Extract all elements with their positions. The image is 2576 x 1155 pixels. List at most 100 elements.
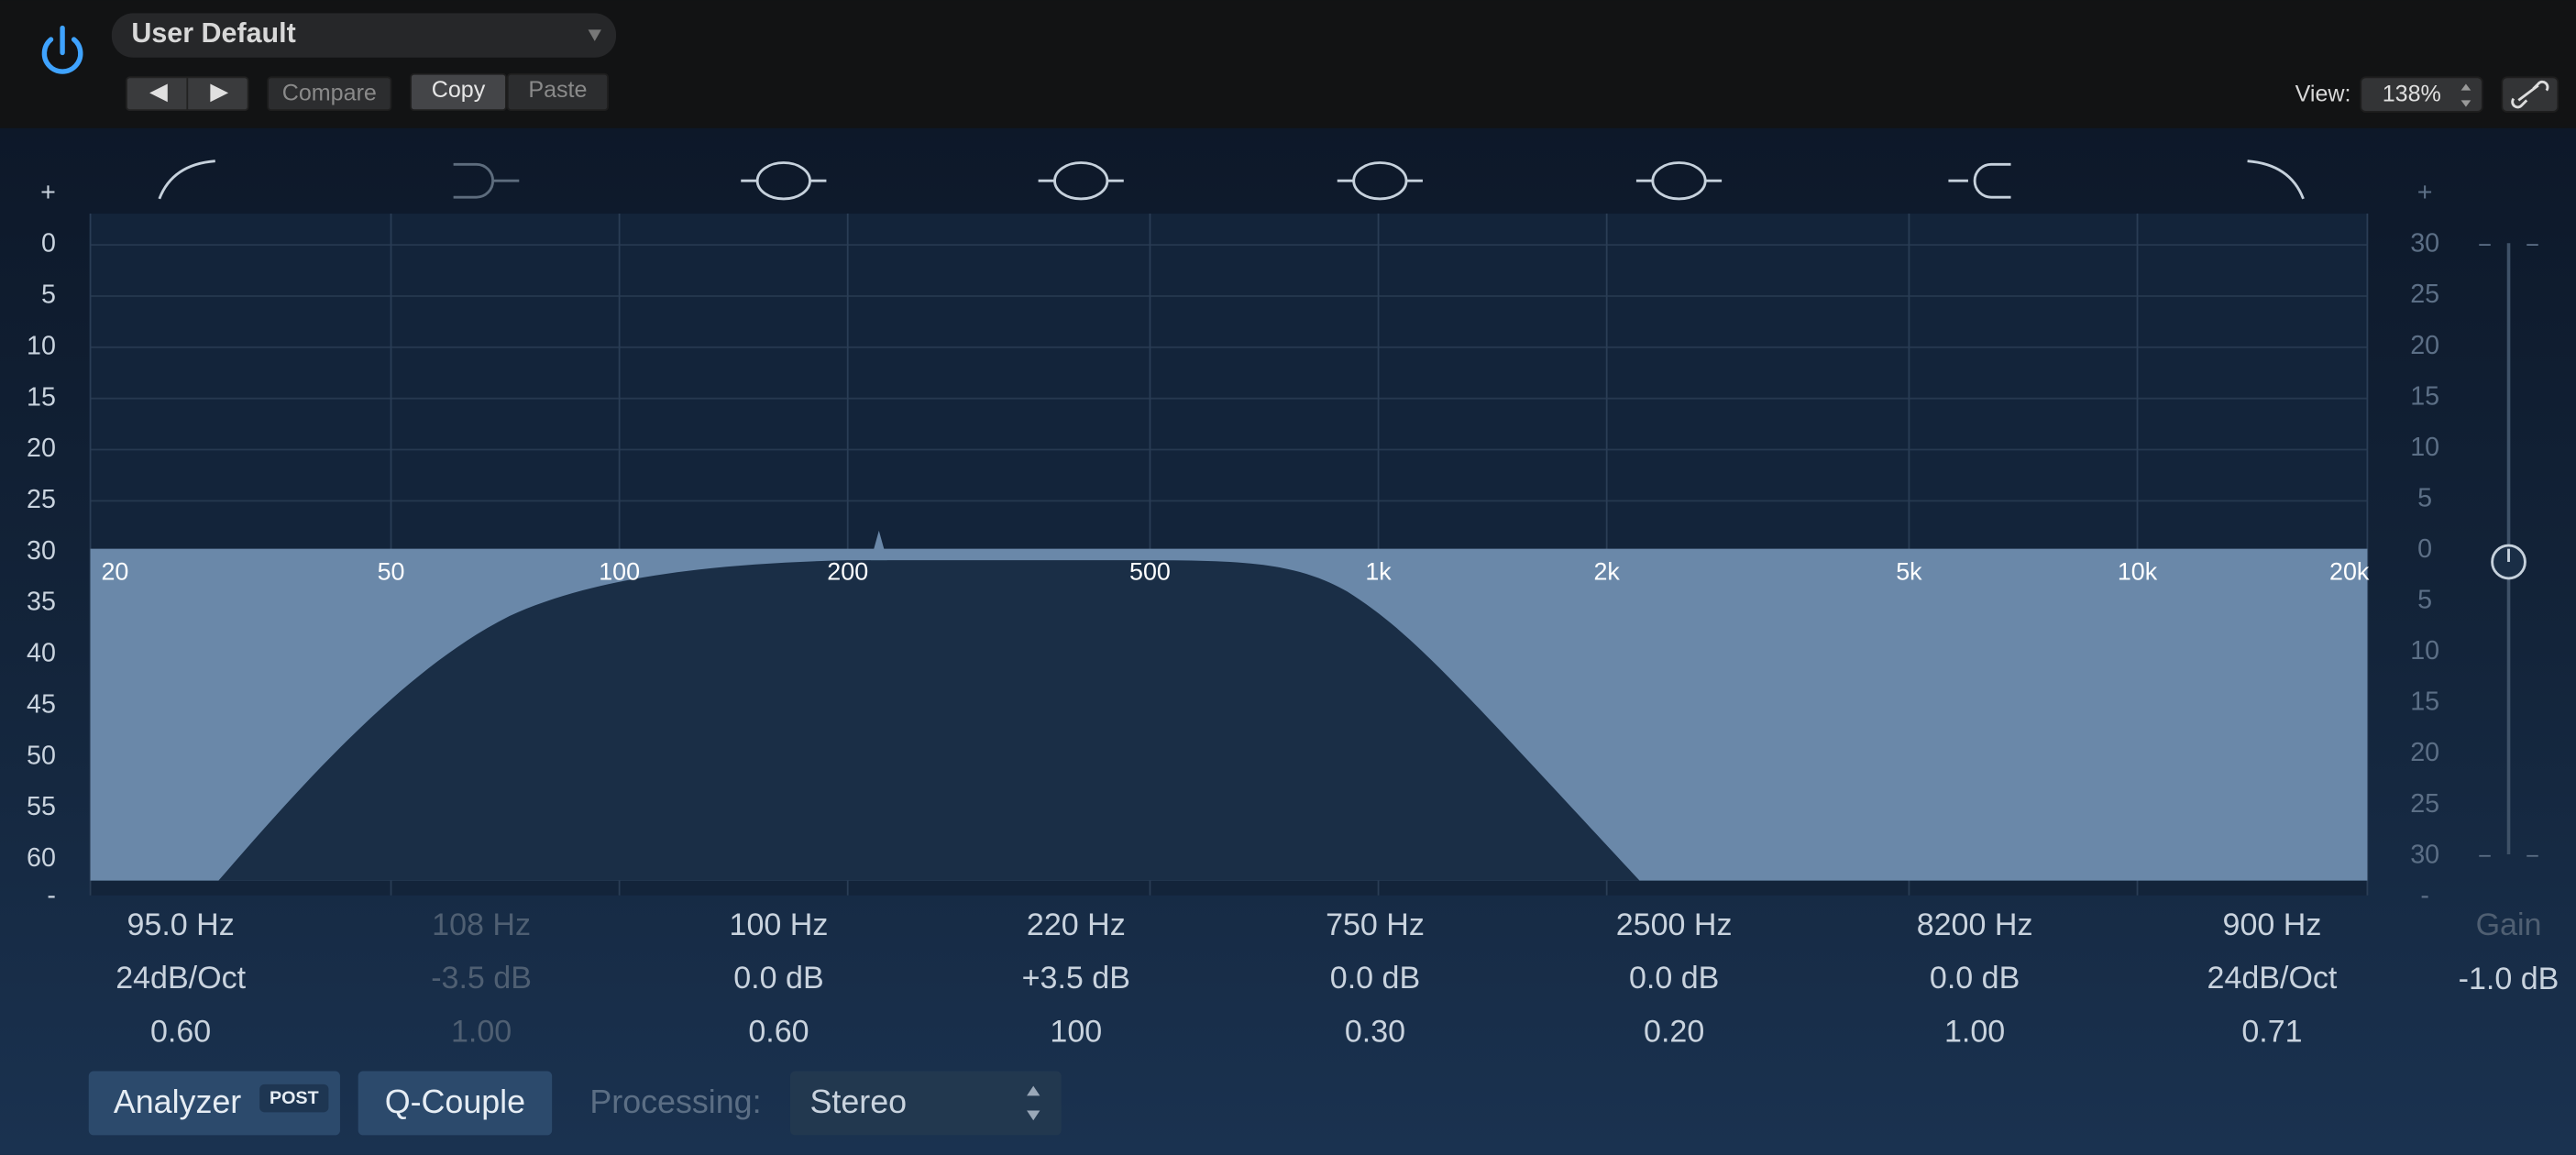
preset-arrow	[588, 29, 601, 41]
right-axis-label: 10	[2410, 636, 2439, 666]
band-gain[interactable]: 0.0 dB	[1629, 961, 1719, 996]
left-axis-label: 55	[27, 792, 56, 821]
right-axis-label: 15	[2410, 688, 2439, 717]
q-couple-button[interactable]	[358, 1071, 553, 1136]
band-q[interactable]: 1.00	[1944, 1014, 2005, 1049]
frequency-label: 2k	[1593, 558, 1620, 586]
processing-menu[interactable]	[789, 1071, 1062, 1136]
processing-arrows	[1027, 1085, 1040, 1121]
band-icon[interactable]	[741, 161, 827, 201]
eq-curve-region	[218, 560, 1640, 881]
right-axis-label: 25	[2410, 789, 2439, 819]
band-gain[interactable]: +3.5 dB	[1022, 961, 1130, 996]
frequency-label: 50	[378, 558, 405, 586]
band-frequency[interactable]: 750 Hz	[1326, 908, 1425, 942]
band-gain[interactable]: 24dB/Oct	[116, 961, 246, 996]
right-axis-label: 15	[2410, 381, 2439, 411]
band-icon[interactable]	[2247, 160, 2305, 200]
frequency-label: 20	[101, 558, 128, 586]
eq-spike	[870, 530, 887, 561]
left-axis-label: 50	[27, 741, 56, 770]
view-label: View:	[2295, 82, 2351, 107]
right-axis-label: 30	[2410, 840, 2439, 869]
right-axis-label: 5	[2417, 586, 2432, 615]
left-axis-label: 30	[27, 536, 56, 566]
left-axis-label: 45	[27, 689, 56, 719]
left-axis-label: 0	[41, 229, 56, 258]
gain-value: -1.0 dB	[2459, 962, 2559, 996]
post-label: POST	[270, 1088, 319, 1108]
gain-label: Gain	[2476, 908, 2542, 942]
prev-arrow	[149, 83, 168, 103]
band-gain[interactable]: 0.0 dB	[1930, 961, 2020, 996]
band-frequency[interactable]: 8200 Hz	[1917, 908, 2033, 942]
right-axis-label: 20	[2410, 738, 2439, 767]
processing-label: Processing:	[589, 1084, 761, 1120]
band-icon[interactable]	[158, 160, 215, 200]
band-q[interactable]: 0.30	[1345, 1014, 1405, 1049]
band-icon[interactable]	[1635, 161, 1723, 201]
frequency-label: 500	[1129, 558, 1171, 586]
link-button[interactable]	[2501, 76, 2559, 113]
band-q[interactable]: 100	[1050, 1014, 1102, 1049]
band-frequency[interactable]: 220 Hz	[1027, 908, 1126, 942]
frequency-label: 10k	[2118, 558, 2158, 586]
right-axis-label: 25	[2410, 280, 2439, 309]
compare-label: Compare	[282, 81, 377, 106]
paste-button[interactable]	[506, 72, 609, 112]
band-gain[interactable]: 24dB/Oct	[2207, 961, 2338, 996]
left-axis-label: 35	[27, 588, 56, 617]
left-axis-label: +	[40, 178, 56, 207]
left-axis-label: 40	[27, 639, 56, 668]
band-gain[interactable]: 0.0 dB	[733, 961, 823, 996]
analyzer-label: Analyzer	[114, 1084, 241, 1120]
band-q[interactable]: 0.60	[150, 1014, 211, 1049]
q-couple-label: Q-Couple	[385, 1084, 525, 1120]
band-q[interactable]: 0.20	[1644, 1014, 1704, 1049]
band-icon[interactable]	[453, 162, 520, 199]
left-axis-label: 20	[27, 434, 56, 463]
post-badge	[259, 1084, 329, 1113]
copy-label: Copy	[432, 77, 486, 103]
right-axis-label: -	[2420, 881, 2429, 910]
band-q[interactable]: 1.00	[451, 1014, 512, 1049]
copy-button[interactable]	[410, 72, 507, 112]
view-menu[interactable]	[2360, 76, 2483, 113]
band-icon[interactable]	[1337, 161, 1423, 201]
band-frequency[interactable]: 2500 Hz	[1616, 908, 1733, 942]
view-stepper	[2460, 83, 2471, 107]
band-frequency[interactable]: 108 Hz	[432, 908, 531, 942]
power-icon[interactable]	[41, 37, 83, 74]
link-icon	[2511, 80, 2549, 109]
band-frequency[interactable]: 100 Hz	[730, 908, 829, 942]
band-frequency[interactable]: 95.0 Hz	[127, 908, 234, 942]
next-arrow	[210, 83, 229, 103]
band-icon[interactable]	[1038, 161, 1124, 201]
compare-button[interactable]	[267, 76, 392, 112]
right-axis-label: +	[2417, 178, 2433, 207]
left-axis-label: 5	[41, 280, 56, 310]
right-axis-label: 30	[2410, 229, 2439, 258]
preset-name: User Default	[131, 17, 295, 49]
band-gain[interactable]: 0.0 dB	[1330, 961, 1420, 996]
left-axis-label: 60	[27, 843, 56, 873]
band-icon[interactable]	[1948, 162, 2011, 199]
frequency-label: 20k	[2329, 558, 2370, 586]
band-q[interactable]: 0.71	[2241, 1014, 2302, 1049]
band-q[interactable]: 0.60	[748, 1014, 809, 1049]
view-value: 138%	[2383, 82, 2441, 107]
band-frequency[interactable]: 900 Hz	[2223, 908, 2322, 942]
left-axis-label: 25	[27, 485, 56, 514]
frequency-label: 200	[827, 558, 868, 586]
frequency-label: 1k	[1365, 558, 1392, 586]
frequency-label: 5k	[1896, 558, 1922, 586]
right-axis-label: 0	[2417, 534, 2432, 564]
left-axis-label: -	[47, 881, 56, 910]
band-gain[interactable]: -3.5 dB	[431, 961, 532, 996]
left-axis-label: 15	[27, 382, 56, 412]
frequency-label: 100	[599, 558, 640, 586]
preset-menu[interactable]	[111, 13, 617, 58]
right-axis-label: 5	[2417, 483, 2432, 512]
paste-label: Paste	[528, 77, 587, 103]
